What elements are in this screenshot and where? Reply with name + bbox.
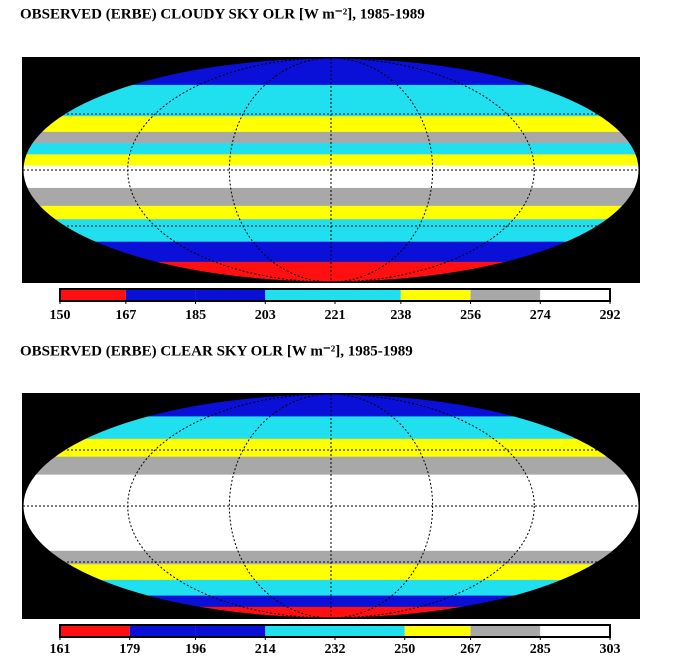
colorbar-segment [470,625,541,637]
map-band [23,579,639,597]
map-band [23,131,639,144]
colorbar-segment [400,289,471,301]
map-band [23,143,639,155]
colorbar-segment [265,289,335,301]
map-outline [22,393,640,619]
colorbar-segment [60,625,130,637]
map-band [23,241,639,263]
map-fill [23,394,639,618]
colorbar-tick-label: 185 [185,308,206,323]
map-band [23,154,639,167]
colorbar-tick-label: 285 [530,642,551,657]
map-band [23,187,639,207]
graticule [228,58,434,282]
colorbar-tick-label: 161 [50,642,71,657]
graticule [228,394,434,618]
colorbar-tick-label: 196 [185,642,206,657]
map-outline [22,57,640,283]
colorbar-segment [125,289,196,301]
panel-title: OBSERVED (ERBE) CLEAR SKY OLR [W m⁻²], 1… [20,343,413,359]
colorbar-segment [404,625,471,637]
colorbar-tick-label: 292 [600,308,621,323]
map-band [23,165,639,189]
map-band [23,564,639,581]
colorbar-tick-label: 250 [394,642,415,657]
map-band [23,606,639,618]
panel-title: OBSERVED (ERBE) CLOUDY SKY OLR [W m⁻²], … [20,6,425,22]
colorbar-segment [265,625,335,637]
colorbar-segment [195,625,266,637]
colorbar-tick-label: 203 [255,308,276,323]
map-band [23,116,639,133]
colorbar-tick-label: 150 [50,308,71,323]
graticule [127,394,535,618]
map [22,393,640,619]
colorbar-segment [195,289,266,301]
map-band [23,205,639,220]
map-band [23,595,639,608]
colorbar-tick-label: 303 [600,642,621,657]
colorbar-tick-label: 214 [255,642,276,657]
colorbar-tick-label: 179 [119,642,140,657]
colorbar-tick-label: 274 [530,308,551,323]
graticule [127,58,535,282]
map [22,57,640,283]
colorbar-tick-label: 221 [325,308,346,323]
map-fill [23,58,639,282]
map-band [23,456,639,476]
colorbar-tick-label: 167 [115,308,136,323]
colorbar-segment [470,289,541,301]
colorbar-segment [129,625,196,637]
map-band [23,438,639,458]
colorbar-tick-label: 256 [460,308,481,323]
colorbar-tick-label: 238 [390,308,411,323]
map-band [23,550,639,565]
colorbar-segment [540,289,610,301]
colorbar-tick-label: 232 [325,642,346,657]
colorbar-segment [60,289,126,301]
colorbar-segment [335,625,405,637]
colorbar-segment [540,625,610,637]
colorbar-segment [335,289,401,301]
colorbar-tick-label: 267 [460,642,481,657]
